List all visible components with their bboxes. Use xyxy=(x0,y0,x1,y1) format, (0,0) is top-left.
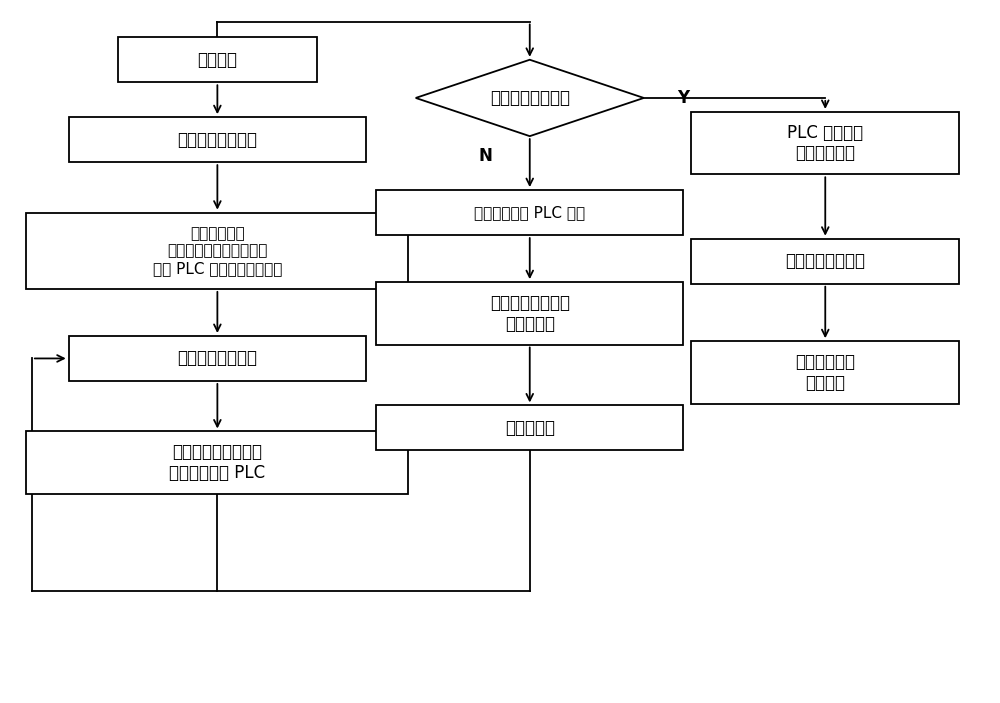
Bar xyxy=(691,238,959,284)
Bar xyxy=(69,336,366,381)
Text: 通知维修人员检查
或更换电机: 通知维修人员检查 或更换电机 xyxy=(490,294,570,333)
Bar xyxy=(26,212,408,289)
Bar xyxy=(376,190,683,235)
Text: 生成电机绝缘
数据表库: 生成电机绝缘 数据表库 xyxy=(795,353,855,392)
Text: 绝缘检测系统 PLC 报警: 绝缘检测系统 PLC 报警 xyxy=(474,205,585,220)
Text: 电机停止工作
安全保证中间继电器动作
轧线 PLC 系统发出允许信号: 电机停止工作 安全保证中间继电器动作 轧线 PLC 系统发出允许信号 xyxy=(153,226,282,276)
Text: 存入电机绝缘数据: 存入电机绝缘数据 xyxy=(785,252,865,270)
Bar xyxy=(69,117,366,162)
Bar xyxy=(691,112,959,174)
Bar xyxy=(376,282,683,344)
Text: Y: Y xyxy=(677,89,690,107)
Bar xyxy=(691,341,959,404)
Text: N: N xyxy=(478,147,492,165)
Text: 生产间隙: 生产间隙 xyxy=(197,51,237,69)
Polygon shape xyxy=(416,60,644,136)
Text: 绝缘检测装置工作: 绝缘检测装置工作 xyxy=(177,349,257,368)
Text: 检测数据是否正常: 检测数据是否正常 xyxy=(490,89,570,107)
Text: 发出绝缘检测请求: 发出绝缘检测请求 xyxy=(177,131,257,148)
Text: 问题处理后: 问题处理后 xyxy=(505,419,555,437)
Bar xyxy=(26,432,408,494)
Text: 绝缘检测电阻值上传
绝缘检测系统 PLC: 绝缘检测电阻值上传 绝缘检测系统 PLC xyxy=(169,444,265,482)
Bar xyxy=(376,406,683,451)
Bar xyxy=(118,37,317,82)
Text: PLC 系统上传
数据至工控机: PLC 系统上传 数据至工控机 xyxy=(787,124,863,162)
